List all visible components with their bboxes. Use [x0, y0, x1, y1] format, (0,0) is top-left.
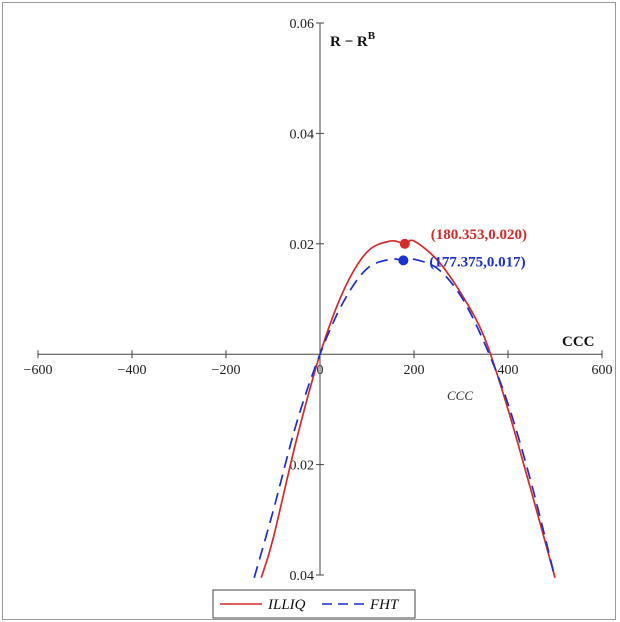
y-tick-label: 0.02	[290, 238, 315, 253]
x-tick-label: −200	[212, 363, 241, 378]
y-tick-label: 0.04	[290, 569, 315, 584]
x-tick-label: −400	[118, 363, 147, 378]
x-tick-label: 0	[317, 363, 324, 378]
y-tick-label: 0.04	[290, 127, 315, 142]
max-point-marker	[399, 238, 410, 249]
legend: ILLIQ FHT	[212, 589, 416, 619]
x-tick-label: 400	[498, 363, 519, 378]
max-point-marker	[398, 255, 409, 266]
axes	[38, 23, 602, 575]
x-axis-title: CCC	[562, 334, 595, 350]
y-axis-title: R − RB	[330, 30, 376, 50]
max-point-label: (177.375,0.017)	[429, 254, 525, 270]
series-line-illiq	[260, 239, 556, 579]
max-point-label: (180.353,0.020)	[431, 227, 527, 243]
y-tick-label: 0.06	[290, 17, 315, 32]
y-axis-title-main: R − R	[330, 34, 368, 50]
annotations-layer: (180.353,0.020) (177.375,0.017)	[398, 227, 527, 270]
legend-label-illiq: ILLIQ	[267, 597, 306, 613]
x-tick-label: 200	[404, 363, 425, 378]
y-tick-label: 0.02	[290, 459, 315, 474]
tick-marks: −600 −400 −200 0 200 400 600 0.04 0.02 0.02 0.04 0.…	[24, 17, 613, 584]
x-tick-label: 600	[592, 363, 613, 378]
series-layer	[253, 239, 556, 579]
x-axis-subtitle: CCC	[447, 388, 473, 403]
legend-label-fht: FHT	[369, 597, 400, 613]
x-tick-label: −600	[24, 363, 53, 378]
y-axis-title-superscript: B	[368, 30, 376, 42]
